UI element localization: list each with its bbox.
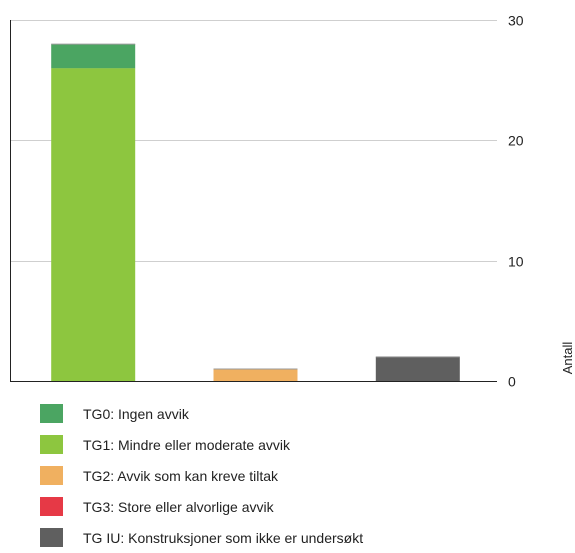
legend: TG0: Ingen avvik TG1: Mindre eller modera… — [40, 398, 363, 553]
legend-item: TG IU: Konstruksjoner som ikke er unders… — [40, 522, 363, 553]
y-tick-label: 30 — [508, 13, 524, 29]
legend-swatch — [40, 404, 63, 423]
bar-segment — [51, 44, 136, 69]
legend-swatch — [40, 528, 63, 547]
chart: 0 10 20 30 Antall — [10, 13, 575, 390]
bars — [51, 43, 460, 381]
legend-label: TG1: Mindre eller moderate avvik — [83, 436, 290, 453]
y-tick-labels: 0 10 20 30 — [508, 13, 524, 390]
bar-segment — [51, 68, 136, 381]
legend-swatch — [40, 497, 63, 516]
legend-item: TG1: Mindre eller moderate avvik — [40, 429, 363, 460]
y-axis-label: Antall — [560, 342, 575, 375]
legend-item: TG0: Ingen avvik — [40, 398, 363, 429]
legend-item: TG3: Store eller alvorlige avvik — [40, 491, 363, 522]
bar-segment — [375, 356, 460, 381]
y-tick-label: 10 — [508, 254, 524, 270]
bar-segment — [213, 369, 298, 381]
legend-swatch — [40, 435, 63, 454]
legend-label: TG IU: Konstruksjoner som ikke er unders… — [83, 529, 364, 546]
legend-label: TG3: Store eller alvorlige avvik — [83, 498, 274, 515]
y-tick-label: 20 — [508, 133, 524, 149]
legend-label: TG0: Ingen avvik — [83, 405, 189, 422]
legend-item: TG2: Avvik som kan kreve tiltak — [40, 460, 363, 491]
legend-label: TG2: Avvik som kan kreve tiltak — [83, 467, 279, 484]
y-tick-label: 0 — [508, 374, 516, 390]
legend-swatch — [40, 466, 63, 485]
